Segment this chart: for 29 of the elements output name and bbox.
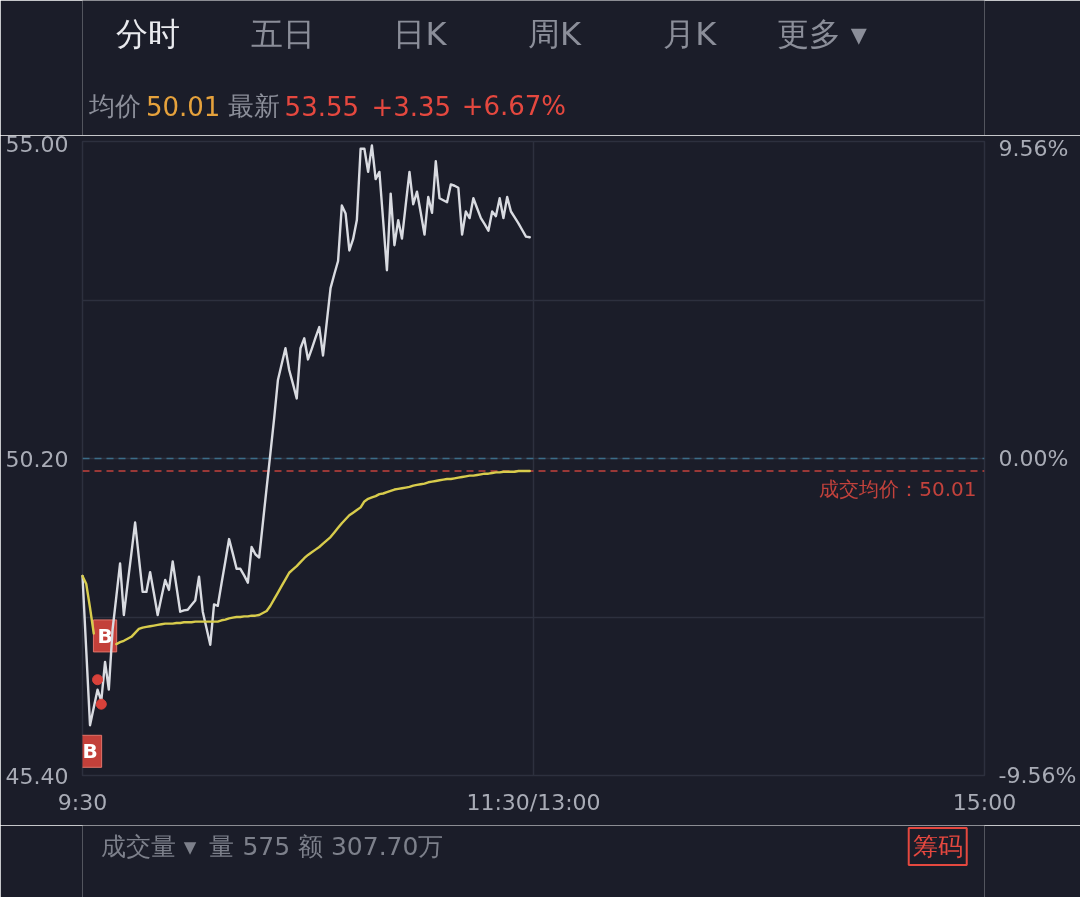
text: 50.01 bbox=[145, 91, 221, 122]
y-tick-label: 50.20 bbox=[5, 446, 69, 472]
text: 成交量 ▾ bbox=[100, 832, 197, 861]
annotation: B bbox=[82, 739, 98, 764]
text: 筹码 bbox=[912, 832, 963, 861]
text: 更多 ▾ bbox=[776, 14, 867, 53]
text: 均价 bbox=[88, 90, 142, 121]
text: 日K bbox=[393, 14, 448, 53]
text: 月K bbox=[663, 14, 718, 53]
text: 最新 bbox=[227, 90, 280, 121]
x-tick-label: 11:30/13:00 bbox=[466, 789, 601, 815]
text: 周K bbox=[527, 14, 582, 53]
y2-tick-label: -9.56% bbox=[998, 763, 1077, 788]
y-tick-label: 55.00 bbox=[5, 131, 69, 157]
y2-tick-label: 9.56% bbox=[998, 135, 1069, 161]
annotation: B bbox=[97, 623, 113, 648]
text: 额 307.70万 bbox=[297, 832, 444, 861]
text: 五日 bbox=[250, 14, 315, 53]
text: 分时 bbox=[115, 14, 180, 53]
line-series bbox=[81, 144, 531, 727]
text: +3.35 bbox=[371, 91, 452, 122]
text: +6.67% bbox=[461, 90, 567, 121]
y-tick-label: 45.40 bbox=[5, 763, 69, 789]
y2-tick-label: 0.00% bbox=[998, 446, 1069, 471]
text: 53.55 bbox=[284, 91, 360, 122]
x-tick-label: 15:00 bbox=[952, 789, 1017, 815]
text: 量 575 bbox=[209, 832, 291, 861]
ref-line-label: 成交均价：50.01 bbox=[819, 477, 977, 502]
x-tick-label: 9:30 bbox=[57, 789, 108, 815]
